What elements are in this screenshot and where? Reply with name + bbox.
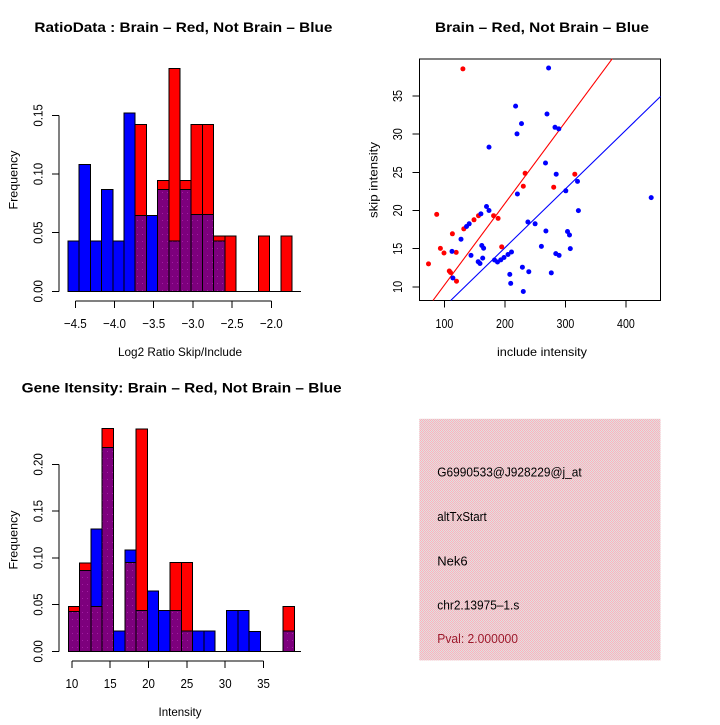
svg-text:25: 25 bbox=[390, 166, 405, 178]
svg-text:30: 30 bbox=[390, 128, 405, 140]
svg-text:30: 30 bbox=[219, 676, 232, 691]
svg-text:15: 15 bbox=[104, 676, 117, 691]
svg-text:Frequency: Frequency bbox=[6, 511, 20, 570]
svg-text:−2.5: −2.5 bbox=[221, 316, 244, 331]
svg-text:Gene Itensity: Brain – Red, No: Gene Itensity: Brain – Red, Not Brain – … bbox=[22, 380, 342, 396]
svg-text:0.00: 0.00 bbox=[30, 640, 45, 662]
svg-text:Intensity: Intensity bbox=[159, 705, 202, 719]
svg-text:200: 200 bbox=[496, 316, 514, 331]
svg-text:−3.5: −3.5 bbox=[142, 316, 165, 331]
svg-text:15: 15 bbox=[390, 243, 405, 255]
svg-text:300: 300 bbox=[557, 316, 575, 331]
svg-text:10: 10 bbox=[390, 281, 405, 293]
svg-text:include intensity: include intensity bbox=[497, 345, 587, 359]
svg-text:Frequency: Frequency bbox=[6, 151, 20, 210]
svg-text:Nek6: Nek6 bbox=[437, 553, 467, 568]
svg-text:skip intensity: skip intensity bbox=[367, 142, 381, 218]
svg-text:Log2 Ratio Skip/Include: Log2 Ratio Skip/Include bbox=[118, 345, 242, 359]
svg-text:0.15: 0.15 bbox=[30, 500, 45, 522]
svg-text:100: 100 bbox=[436, 316, 454, 331]
svg-text:0.05: 0.05 bbox=[30, 593, 45, 615]
svg-text:chr2.13975–1.s: chr2.13975–1.s bbox=[437, 598, 519, 613]
svg-text:35: 35 bbox=[257, 676, 270, 691]
svg-text:0.05: 0.05 bbox=[30, 222, 45, 244]
svg-text:0.10: 0.10 bbox=[30, 547, 45, 569]
svg-text:35: 35 bbox=[390, 90, 405, 102]
svg-text:0.00: 0.00 bbox=[30, 280, 45, 302]
svg-text:20: 20 bbox=[142, 676, 155, 691]
svg-text:Brain – Red, Not Brain – Blue: Brain – Red, Not Brain – Blue bbox=[435, 19, 649, 35]
svg-text:−4.0: −4.0 bbox=[103, 316, 126, 331]
svg-text:−2.0: −2.0 bbox=[260, 316, 283, 331]
svg-text:0.10: 0.10 bbox=[30, 163, 45, 185]
svg-text:RatioData : Brain – Red, Not B: RatioData : Brain – Red, Not Brain – Blu… bbox=[34, 19, 332, 35]
svg-text:20: 20 bbox=[390, 205, 405, 217]
svg-text:0.20: 0.20 bbox=[30, 453, 45, 475]
svg-text:0.15: 0.15 bbox=[30, 104, 45, 126]
svg-text:altTxStart: altTxStart bbox=[437, 509, 487, 524]
svg-text:−3.0: −3.0 bbox=[181, 316, 204, 331]
svg-text:Pval: 2.000000: Pval: 2.000000 bbox=[437, 631, 518, 646]
svg-text:−4.5: −4.5 bbox=[64, 316, 87, 331]
svg-text:10: 10 bbox=[66, 676, 79, 691]
svg-text:25: 25 bbox=[181, 676, 194, 691]
svg-text:G6990533@J928229@j_at: G6990533@J928229@j_at bbox=[437, 464, 582, 479]
svg-text:400: 400 bbox=[617, 316, 635, 331]
